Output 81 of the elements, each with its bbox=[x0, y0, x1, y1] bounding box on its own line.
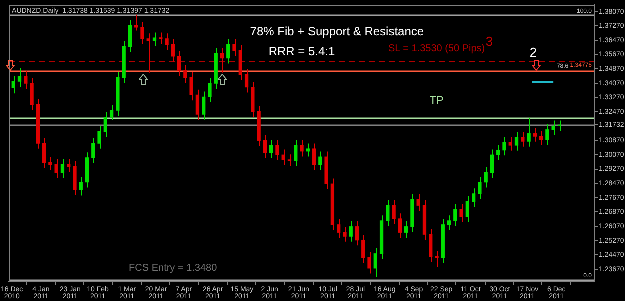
candlestick bbox=[533, 128, 538, 142]
candlestick bbox=[159, 32, 163, 45]
candlestick bbox=[435, 250, 439, 268]
candlestick bbox=[398, 213, 402, 238]
candlestick bbox=[368, 252, 372, 274]
candlestick bbox=[24, 70, 28, 90]
candlestick bbox=[306, 143, 310, 158]
candlestick bbox=[374, 248, 378, 278]
candlestick bbox=[349, 221, 353, 242]
candlestick bbox=[460, 203, 464, 223]
candlestick bbox=[79, 176, 83, 196]
candlestick bbox=[270, 140, 274, 160]
candlestick bbox=[165, 33, 169, 51]
candlestick bbox=[429, 228, 433, 263]
candlestick bbox=[48, 156, 52, 171]
candlestick bbox=[104, 112, 108, 138]
candlestick bbox=[527, 118, 531, 148]
candlestick bbox=[514, 132, 519, 152]
candlestick bbox=[263, 134, 268, 160]
candlestick bbox=[502, 136, 506, 156]
candlestick bbox=[73, 160, 77, 196]
candlestick bbox=[226, 38, 230, 64]
candlestick bbox=[146, 33, 150, 74]
candlestick bbox=[220, 48, 224, 74]
annotation: 3 bbox=[486, 34, 494, 49]
candlestick bbox=[288, 154, 292, 167]
candlestick bbox=[98, 126, 102, 150]
candlestick bbox=[484, 166, 488, 188]
candlestick bbox=[92, 138, 96, 164]
candlestick bbox=[18, 68, 22, 88]
candlestick bbox=[447, 215, 452, 231]
candlestick bbox=[42, 138, 46, 169]
text: RRR = 5.4:1 bbox=[268, 44, 336, 59]
candlestick bbox=[521, 132, 525, 148]
candlestick bbox=[152, 32, 157, 47]
candlestick bbox=[12, 76, 16, 94]
candlestick bbox=[466, 196, 470, 223]
candlestick bbox=[171, 38, 175, 62]
candlestick bbox=[546, 124, 550, 146]
candlestick bbox=[128, 20, 132, 53]
candlestick bbox=[30, 78, 34, 111]
candlestick bbox=[110, 104, 114, 121]
text: 78% Fib + Support & Resistance bbox=[250, 24, 424, 39]
candlestick bbox=[196, 89, 200, 121]
candlestick bbox=[312, 143, 316, 171]
candlestick bbox=[362, 234, 366, 264]
candlestick bbox=[337, 219, 341, 238]
candlestick bbox=[244, 68, 249, 94]
annotation: FCS Entry = 1.3480 bbox=[129, 262, 218, 274]
candlestick bbox=[478, 176, 482, 200]
candlestick bbox=[294, 140, 298, 167]
candlestick bbox=[454, 203, 458, 227]
candlestick bbox=[177, 50, 182, 77]
candlestick bbox=[140, 22, 144, 45]
candlestick bbox=[282, 149, 286, 166]
candlestick bbox=[343, 226, 347, 242]
candlestick bbox=[300, 140, 304, 158]
ref-line-label: SL = 1.3530 (50 Pips) bbox=[388, 43, 486, 54]
candlestick bbox=[54, 158, 58, 179]
candlestick bbox=[276, 140, 280, 162]
ref-line-label: TP bbox=[430, 95, 444, 108]
candlestick bbox=[60, 158, 65, 179]
candlestick bbox=[202, 91, 206, 120]
candlestick bbox=[392, 200, 396, 225]
candlestick bbox=[355, 221, 360, 246]
candlestick bbox=[472, 188, 476, 208]
candlestick bbox=[404, 221, 408, 238]
candlestick bbox=[67, 158, 71, 173]
candlestick bbox=[490, 149, 494, 179]
candlestick bbox=[184, 65, 188, 84]
candlestick bbox=[134, 14, 138, 32]
candlestick bbox=[496, 144, 500, 162]
candlestick bbox=[190, 72, 194, 102]
candlestick bbox=[416, 194, 420, 212]
candlestick bbox=[539, 130, 544, 146]
candlestick bbox=[386, 200, 390, 227]
candlestick bbox=[232, 38, 236, 57]
candlestick bbox=[208, 78, 212, 104]
candlestick bbox=[508, 136, 512, 152]
annotation: 2 bbox=[530, 44, 538, 60]
candlestick bbox=[318, 151, 322, 171]
